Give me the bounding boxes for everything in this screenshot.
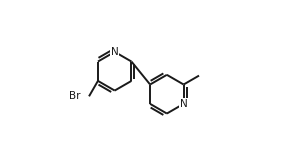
Text: Br: Br — [69, 91, 81, 101]
Text: N: N — [111, 47, 119, 57]
Text: N: N — [180, 99, 188, 109]
